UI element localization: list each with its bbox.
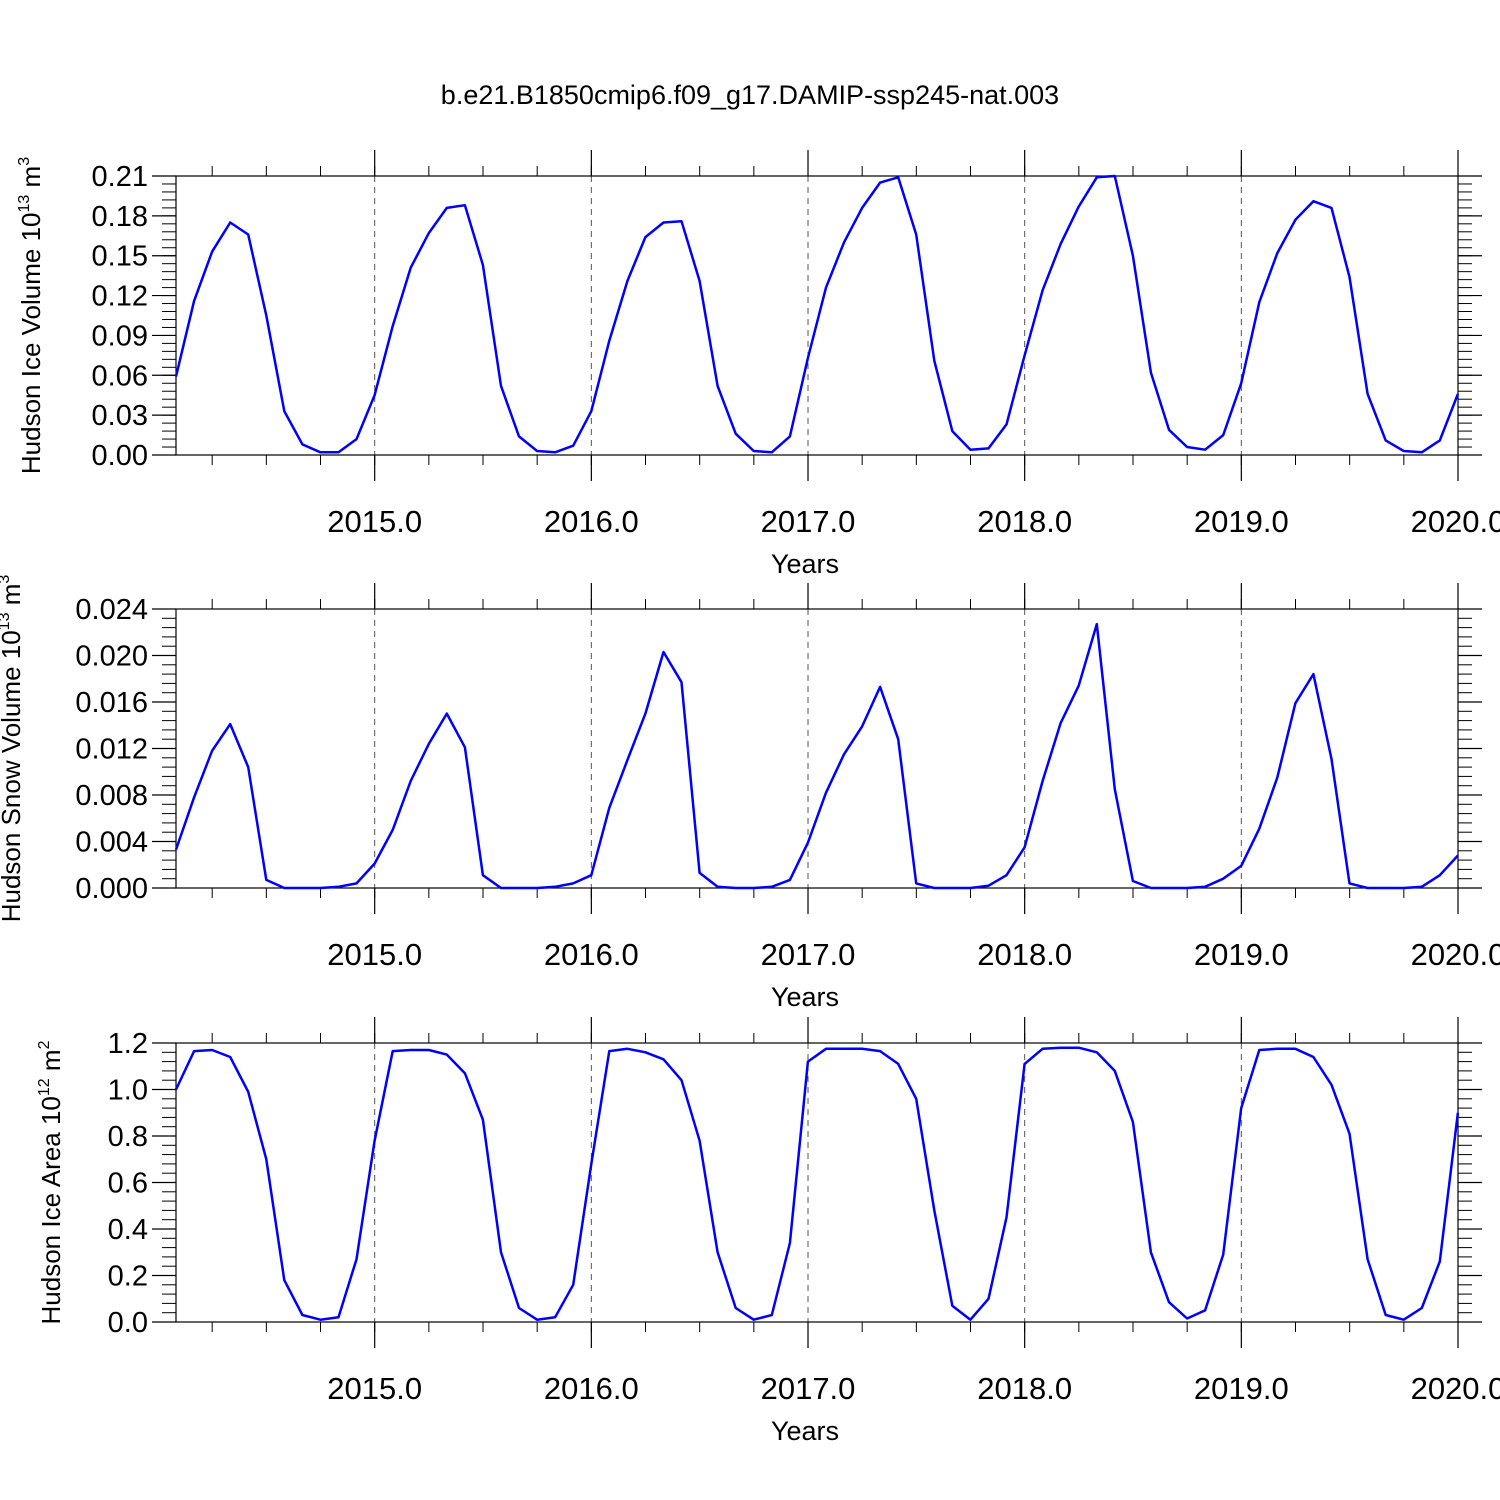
panel-ice-volume: 0.00 0.03 0.06 0.09 0.12 0.15 0.18 0.21 2015.0 20…: [16, 150, 1500, 579]
p1-y-tick-label: 0.020: [75, 641, 148, 673]
p2-x-tick-label: 2018.0: [977, 1371, 1072, 1406]
p0-y-tick-label: 0.15: [92, 241, 148, 273]
p1-series-line: [174, 622, 1459, 890]
p0-x-tick-label: 2016.0: [544, 504, 639, 539]
p0-x-tick-label: 2018.0: [977, 504, 1072, 539]
p0-x-tick-label: 2019.0: [1194, 504, 1289, 539]
p0-plot-frame: [175, 175, 1459, 456]
p1-y-tick-label: 0.012: [75, 734, 148, 766]
p1-y-axis-label: Hudson Snow Volume 1013 m3: [0, 575, 26, 923]
p2-y-tick-label: 1.2: [108, 1028, 148, 1060]
p0-x-tick-label: 2015.0: [327, 504, 422, 539]
p2-y-tick-label: 0.6: [108, 1168, 148, 1200]
p2-y-tick-label: 0.0: [108, 1307, 148, 1339]
p0-y-tick-label: 0.03: [92, 400, 148, 432]
panel-snow-volume: 0.000 0.004 0.008 0.012 0.016 0.020 0.024 2015.…: [0, 575, 1500, 1012]
p1-y-tick-label: 0.024: [75, 594, 148, 626]
p2-x-tick-label: 2015.0: [327, 1371, 422, 1406]
p0-x-tick-label: 2020.0: [1411, 504, 1500, 539]
p2-y-tick-label: 0.2: [108, 1261, 148, 1293]
p1-y-tick-label: 0.016: [75, 687, 148, 719]
p1-x-axis-label: Years: [771, 982, 839, 1012]
p1-x-tick-label: 2017.0: [761, 937, 856, 972]
p1-plot-frame: [175, 608, 1459, 889]
p2-x-axis-label: Years: [771, 1416, 839, 1446]
p2-y-axis-label: Hudson Ice Area 1012 m2: [36, 1040, 66, 1324]
p2-y-tick-label: 1.0: [108, 1075, 148, 1107]
p0-y-tick-label: 0.09: [92, 320, 148, 352]
p2-x-tick-label: 2017.0: [761, 1371, 856, 1406]
p0-x-axis-label: Years: [771, 549, 839, 579]
p1-x-tick-label: 2020.0: [1411, 937, 1500, 972]
p0-y-tick-label: 0.21: [92, 161, 148, 193]
p2-y-tick-label: 0.4: [108, 1214, 148, 1246]
p0-x-tick-label: 2017.0: [761, 504, 856, 539]
chart-title: b.e21.B1850cmip6.f09_g17.DAMIP-ssp245-na…: [441, 80, 1059, 110]
p1-y-tick-label: 0.008: [75, 780, 148, 812]
p0-y-tick-label: 0.00: [92, 440, 148, 472]
panel-ice-area: 0.0 0.2 0.4 0.6 0.8 1.0 1.2 2015.0 2016.0 2017.0 2…: [36, 1017, 1500, 1446]
p0-y-axis-label: Hudson Ice Volume 1013 m3: [16, 157, 46, 474]
p2-series-line: [174, 1046, 1460, 1321]
p1-x-tick-label: 2015.0: [327, 937, 422, 972]
p2-x-tick-label: 2019.0: [1194, 1371, 1289, 1406]
p1-x-tick-label: 2016.0: [544, 937, 639, 972]
p2-y-tick-label: 0.8: [108, 1121, 148, 1153]
p0-series-line: [174, 174, 1460, 454]
p0-y-tick-label: 0.12: [92, 281, 148, 313]
p1-y-tick-label: 0.000: [75, 873, 148, 905]
p1-x-tick-label: 2018.0: [977, 937, 1072, 972]
p2-x-tick-label: 2016.0: [544, 1371, 639, 1406]
p1-y-tick-label: 0.004: [75, 827, 148, 859]
p0-y-tick-label: 0.06: [92, 360, 148, 392]
p2-x-tick-label: 2020.0: [1411, 1371, 1500, 1406]
p0-y-tick-label: 0.18: [92, 201, 148, 233]
p1-x-tick-label: 2019.0: [1194, 937, 1289, 972]
